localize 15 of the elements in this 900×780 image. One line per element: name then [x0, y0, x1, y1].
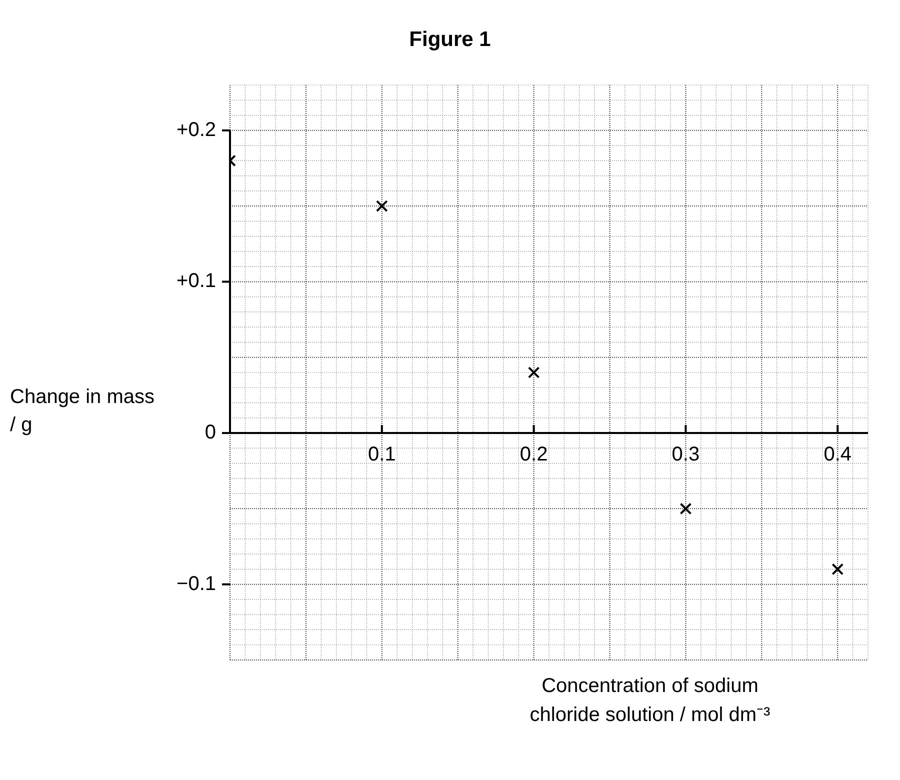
x-axis-title: Concentration of sodium chloride solution / mol dm⁻³	[528, 674, 772, 728]
y-tick-label: +0.1	[176, 270, 216, 292]
chart-title: Figure 1	[408, 28, 492, 52]
x-tick-label: 0.4	[824, 444, 852, 466]
point	[832, 563, 844, 576]
y-axis-title: Change in mass / g	[10, 385, 156, 438]
x-tick-label: 0.3	[672, 444, 700, 466]
point	[528, 366, 540, 378]
y-tick-label: −0.1	[176, 572, 216, 595]
y-tick-label: 0	[204, 422, 216, 444]
x-tick-label: 0.2	[520, 444, 548, 466]
y-tick-label: +0.2	[176, 118, 216, 141]
x-tick-label: 0.1	[368, 444, 396, 466]
point	[680, 502, 692, 515]
point	[376, 200, 388, 212]
